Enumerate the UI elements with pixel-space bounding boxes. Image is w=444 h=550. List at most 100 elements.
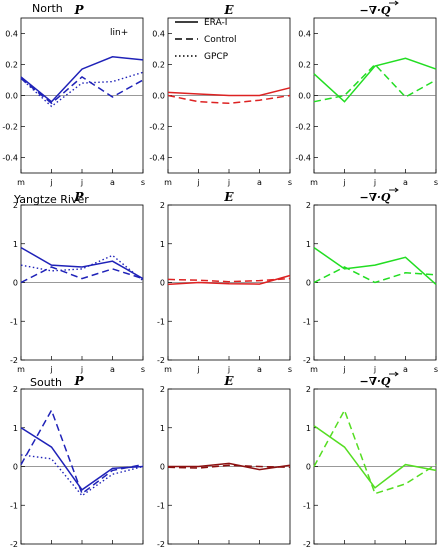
y-tick-label: -1 [303, 501, 311, 510]
y-tick-label: -1 [157, 501, 165, 510]
x-tick-label: m [164, 178, 172, 187]
x-tick-label: m [310, 365, 318, 374]
y-tick-label: -0.4 [2, 154, 18, 163]
y-tick-label: 1 [13, 240, 18, 249]
x-tick-label: a [403, 365, 408, 374]
y-tick-label: -0.2 [149, 123, 165, 132]
y-tick-label: 2 [306, 201, 311, 210]
y-tick-label: -0.4 [295, 154, 311, 163]
series-line-gpcp [20, 71, 144, 108]
y-tick-label: 1 [160, 240, 165, 249]
y-tick-label: 0 [306, 279, 311, 288]
panel-title: P [73, 374, 84, 388]
y-tick-label: 0.4 [298, 30, 311, 39]
x-tick-label: j [373, 178, 376, 187]
y-tick-label: -2 [303, 356, 311, 365]
y-tick-label: 2 [13, 385, 18, 394]
y-tick-label: 2 [306, 385, 311, 394]
y-tick-label: 0.0 [298, 92, 311, 101]
x-tick-label: s [434, 178, 438, 187]
y-tick-label: 0 [160, 463, 165, 472]
series-line-erai [313, 246, 437, 285]
y-tick-label: 0.0 [152, 92, 165, 101]
panel-4: 2 1 0 -1 -2m j j a s P [10, 190, 145, 374]
x-tick-label: s [288, 178, 292, 187]
legend-label-era: ERA-I [204, 18, 227, 28]
legend: ERA-I Control GPCP [175, 18, 237, 62]
x-tick-label: m [17, 178, 25, 187]
y-tick-label: -0.2 [2, 123, 18, 132]
series-line-control [20, 266, 144, 284]
series-line-erai [167, 87, 291, 97]
y-tick-label: -0.2 [295, 123, 311, 132]
x-tick-label: j [342, 178, 345, 187]
panel-2: 0.4 0.2 0.0 -0.2 -0.4 m j j a s E [149, 3, 292, 187]
x-tick-label: j [49, 365, 52, 374]
x-tick-label: s [141, 365, 145, 374]
series-line-erai [313, 57, 437, 103]
vector-arrowhead [394, 371, 399, 377]
panel-title: −∇·Q [360, 191, 391, 204]
x-tick-label: m [310, 178, 318, 187]
y-tick-label: 0 [160, 279, 165, 288]
x-tick-label: j [196, 178, 199, 187]
y-tick-label: 0.2 [298, 61, 311, 70]
series-line-control [313, 63, 437, 103]
x-tick-label: j [227, 178, 230, 187]
x-tick-label: j [49, 178, 52, 187]
region-label-north: North [32, 2, 63, 15]
x-tick-label: m [17, 365, 25, 374]
legend-label-gpcp: GPCP [204, 52, 229, 62]
panel-6: 2 1 0 -1 -2m j j a s −∇·Q [303, 187, 438, 374]
y-tick-label: -2 [157, 540, 165, 549]
y-tick-label: -1 [10, 501, 18, 510]
y-tick-label: -2 [157, 356, 165, 365]
x-tick-label: j [80, 365, 83, 374]
series-line-control [20, 408, 144, 495]
y-tick-label: 1 [306, 240, 311, 249]
x-tick-label: j [80, 178, 83, 187]
series-line-erai [20, 246, 144, 280]
y-tick-label: 0.2 [5, 61, 18, 70]
panel-title: −∇·Q [360, 375, 391, 388]
y-tick-label: -1 [157, 317, 165, 326]
panel-title: −∇·Q [360, 4, 391, 17]
x-tick-label: a [110, 365, 115, 374]
panel-5: 2 1 0 -1 -2m j j a s E [157, 190, 292, 374]
panel-title: E [223, 190, 234, 204]
region-label-south: South [30, 376, 62, 389]
y-tick-label: 0 [306, 463, 311, 472]
y-tick-label: 1 [160, 424, 165, 433]
x-tick-label: j [227, 365, 230, 374]
x-tick-label: a [110, 178, 115, 187]
y-tick-label: 2 [13, 201, 18, 210]
note-lin: lin+ [110, 28, 128, 38]
y-tick-label: 1 [306, 424, 311, 433]
x-tick-label: s [141, 178, 145, 187]
panel-title: E [223, 374, 234, 388]
panel-title: P [73, 3, 84, 17]
y-tick-label: -2 [10, 356, 18, 365]
y-tick-label: 0 [13, 279, 18, 288]
legend-label-control: Control [204, 35, 237, 45]
y-tick-label: 0.4 [152, 30, 165, 39]
series-line-control [313, 408, 437, 495]
x-tick-label: a [257, 178, 262, 187]
y-tick-label: 2 [160, 201, 165, 210]
panel-3: 0.4 0.2 0.0 -0.2 -0.4 m j j a s −∇·Q [295, 0, 438, 187]
region-label-yangtze: Yangtze River [13, 193, 89, 206]
x-tick-label: j [196, 365, 199, 374]
y-tick-label: -2 [303, 540, 311, 549]
series-line-erai [167, 274, 291, 286]
y-tick-label: 0.4 [5, 30, 18, 39]
series-line-control [20, 75, 144, 105]
panel-title: E [223, 3, 234, 17]
y-tick-label: 0.2 [152, 61, 165, 70]
y-tick-label: 0.0 [5, 92, 18, 101]
y-tick-label: -2 [10, 540, 18, 549]
y-tick-label: 0 [13, 463, 18, 472]
panel-1: 0.4 0.2 0.0 -0.2 -0.4 m j j a s P [2, 3, 145, 187]
x-tick-label: s [288, 365, 292, 374]
